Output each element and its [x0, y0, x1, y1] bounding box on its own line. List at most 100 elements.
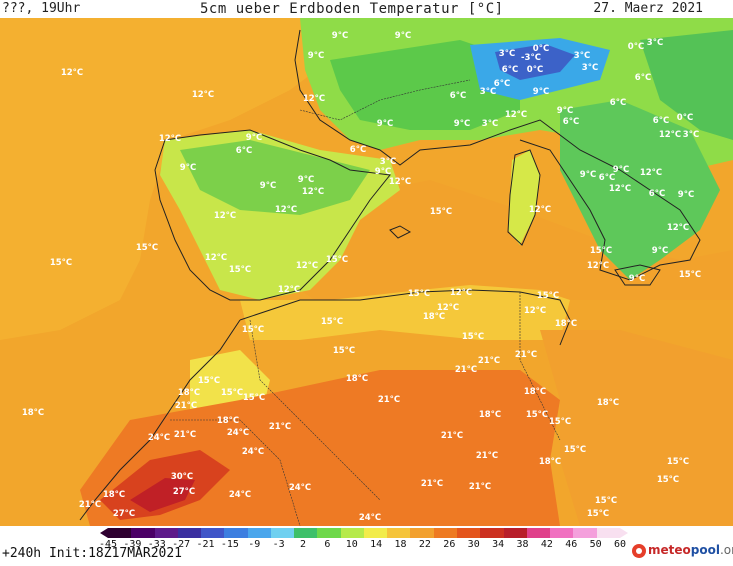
- temperature-label: 18°C: [178, 388, 200, 398]
- colorbar-swatch: [526, 528, 551, 538]
- temp-region-italy: [560, 100, 720, 280]
- colorbar-tick-label: -39: [123, 539, 142, 550]
- colorbar-swatch: [433, 528, 457, 538]
- temperature-label: 6°C: [502, 65, 518, 75]
- temperature-label: 12°C: [192, 90, 214, 100]
- temperature-label: 18°C: [539, 457, 561, 467]
- colorbar-tick-label: -33: [147, 539, 166, 550]
- temperature-label: 15°C: [333, 346, 355, 356]
- colorbar-swatch: [480, 528, 504, 538]
- temperature-label: 9°C: [629, 274, 645, 284]
- temperature-label: 21°C: [469, 482, 491, 492]
- temperature-label: 15°C: [564, 445, 586, 455]
- temperature-label: 30°C: [171, 472, 193, 482]
- temperature-label: 3°C: [647, 38, 663, 48]
- temperature-label: 15°C: [595, 496, 617, 506]
- temperature-label: 0°C: [527, 65, 543, 75]
- colorbar-swatch: [131, 528, 155, 538]
- temperature-label: 12°C: [609, 184, 631, 194]
- temperature-label: 21°C: [79, 500, 101, 510]
- colorbar-tick-label: 60: [613, 539, 627, 550]
- colorbar-swatch: [224, 528, 248, 538]
- temperature-label: 21°C: [455, 365, 477, 375]
- colorbar-swatch: [573, 528, 597, 538]
- temperature-label: 27°C: [113, 509, 135, 519]
- temperature-label: 18°C: [22, 408, 44, 418]
- temperature-label: 12°C: [214, 211, 236, 221]
- logo-text-meteo: meteo: [648, 543, 691, 557]
- colorbar-tick-label: -21: [196, 539, 215, 550]
- temperature-label: 27°C: [173, 487, 195, 497]
- temperature-label: 15°C: [221, 388, 243, 398]
- temperature-label: 21°C: [421, 479, 443, 489]
- temperature-label: 18°C: [597, 398, 619, 408]
- temperature-label: 12°C: [587, 261, 609, 271]
- forecast-date: 27. Maerz 2021: [593, 1, 703, 16]
- colorbar-swatch: [108, 528, 132, 538]
- colorbar-tick-label: -45: [98, 539, 118, 550]
- borders: [170, 79, 561, 526]
- colorbar-tick-label: 10: [345, 539, 358, 550]
- colorbar-labels: -45 -39 -33 -27 -21 -15 -9 -3 2 6 10 14 18 22 26 30 34 38…: [99, 539, 626, 551]
- logo-icon: [632, 543, 646, 558]
- temperature-label: 15°C: [136, 243, 158, 253]
- colorbar-swatch: [294, 528, 318, 538]
- temperature-label: 12°C: [296, 261, 318, 271]
- temperature-label: 12°C: [278, 285, 300, 295]
- temperature-label: 24°C: [227, 428, 249, 438]
- temp-region-sahara-east: [540, 330, 733, 526]
- temperature-label: 9°C: [454, 119, 470, 129]
- colorbar-tick-label: 34: [492, 539, 505, 550]
- temperature-label: 6°C: [236, 146, 252, 156]
- colorbar-swatch: [456, 528, 481, 538]
- temp-region-balkans: [640, 30, 733, 140]
- temperature-label: 3°C: [683, 130, 699, 140]
- coastlines: [79, 29, 701, 521]
- temp-region-hottest: [130, 478, 195, 512]
- temperature-label: 9°C: [375, 167, 391, 177]
- temperature-label: 12°C: [389, 177, 411, 187]
- temperature-label: 21°C: [378, 395, 400, 405]
- meteopool-logo[interactable]: meteopool.org: [632, 543, 733, 558]
- temperature-label: 3°C: [574, 51, 590, 61]
- colorbar-swatch: [201, 528, 225, 538]
- temperature-label: 15°C: [537, 291, 559, 301]
- temperature-label: 24°C: [148, 433, 170, 443]
- colorbar: [108, 528, 620, 538]
- temperature-label: 15°C: [657, 475, 679, 485]
- temperature-label: 18°C: [103, 490, 125, 500]
- temperature-label: 21°C: [269, 422, 291, 432]
- temperature-label: 21°C: [175, 401, 197, 411]
- colorbar-swatch: [363, 528, 388, 538]
- temperature-label: 9°C: [180, 163, 196, 173]
- temp-region-alps-core: [495, 44, 575, 80]
- temperature-label: 15°C: [587, 509, 609, 519]
- temperature-label: 15°C: [321, 317, 343, 327]
- temperature-label: 12°C: [302, 187, 324, 197]
- colorbar-swatch: [154, 528, 178, 538]
- temperature-label: 24°C: [289, 483, 311, 493]
- temperature-label: 21°C: [174, 430, 196, 440]
- temperature-label: 12°C: [159, 134, 181, 144]
- temperature-label: 12°C: [659, 130, 681, 140]
- temp-region-atlantic: [0, 18, 330, 340]
- colorbar-swatch: [340, 528, 364, 538]
- temperature-label: 9°C: [533, 87, 549, 97]
- temperature-label: 21°C: [478, 356, 500, 366]
- temperature-label: 3°C: [380, 157, 396, 167]
- temperature-label: 9°C: [395, 31, 411, 41]
- temperature-label: 15°C: [679, 270, 701, 280]
- temperature-label: 15°C: [526, 410, 548, 420]
- colorbar-tick-label: 38: [516, 539, 529, 550]
- temperature-map[interactable]: 9°C 9°C9°C 3°C 0°C-3°C 3°C0°C 3°C6°C 0°C 3°C6°C…: [0, 18, 733, 526]
- temperature-label: 12°C: [505, 110, 527, 120]
- colorbar-tick-label: 26: [443, 539, 456, 550]
- colorbar-max-arrow: [620, 528, 628, 538]
- temperature-label: 18°C: [555, 319, 577, 329]
- temperature-label: 6°C: [599, 173, 615, 183]
- colorbar-swatch: [503, 528, 527, 538]
- logo-text-pool: pool: [690, 543, 720, 557]
- temperature-label: 15°C: [243, 393, 265, 403]
- temperature-label: 12°C: [303, 94, 325, 104]
- temperature-label: 15°C: [50, 258, 72, 268]
